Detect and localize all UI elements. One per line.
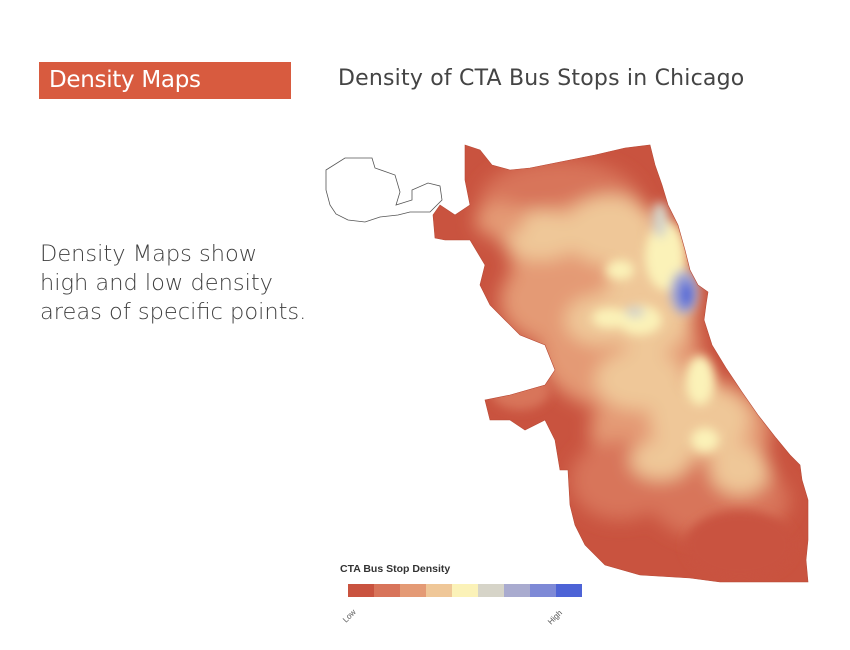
legend-swatch <box>400 584 426 597</box>
legend-title: CTA Bus Stop Density <box>340 563 451 575</box>
legend-swatch <box>556 584 582 597</box>
ohare-outline <box>325 157 443 223</box>
legend-swatch <box>452 584 478 597</box>
legend-swatch <box>478 584 504 597</box>
legend-swatch <box>348 584 374 597</box>
body-text: Density Maps show high and low density a… <box>40 241 307 325</box>
slide-title: Density of CTA Bus Stops in Chicago <box>338 66 745 91</box>
legend-swatch <box>504 584 530 597</box>
legend-swatch <box>426 584 452 597</box>
legend-swatch <box>374 584 400 597</box>
legend-color-bar <box>348 584 582 597</box>
legend-low-label: Low <box>341 607 358 625</box>
legend-swatch <box>530 584 556 597</box>
section-tag: Density Maps <box>39 62 291 99</box>
legend-high-label: High <box>546 608 564 627</box>
city-boundary <box>432 144 809 583</box>
density-surface <box>433 145 808 582</box>
